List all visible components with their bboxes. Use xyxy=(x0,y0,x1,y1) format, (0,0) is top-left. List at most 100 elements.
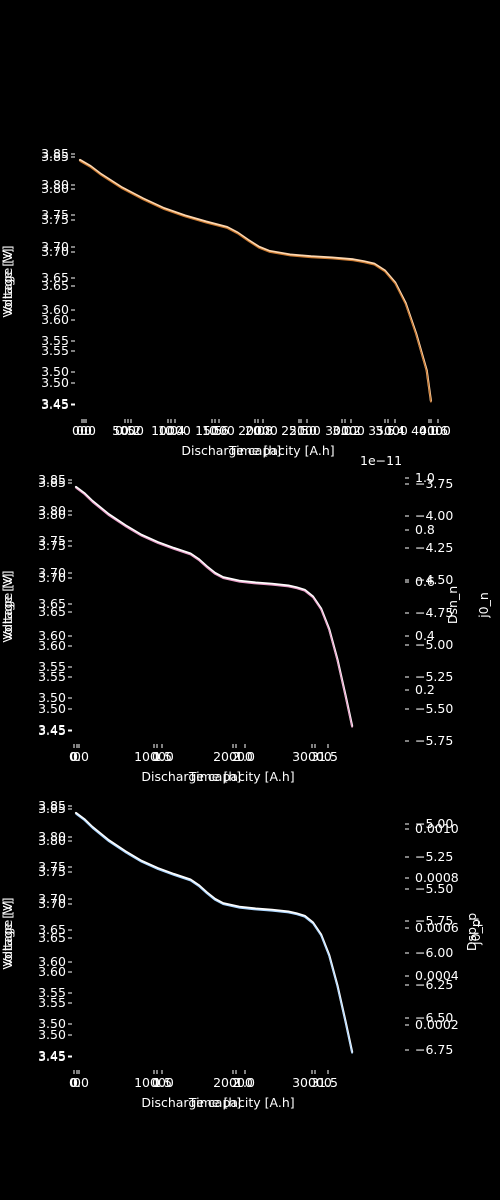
y-tick-label: 3.60 xyxy=(38,638,66,653)
series-line-panel-3-2 xyxy=(75,813,353,1054)
y-tick-label: 3.50 xyxy=(38,701,66,716)
right-y-tick-label: −5.00 xyxy=(415,637,453,652)
y-tick-label: 3.85 xyxy=(38,475,66,490)
panel-2-right-label-a: j0_n xyxy=(476,592,491,619)
panel-2-right-label-b: Dsn_n xyxy=(445,586,460,624)
y-tick-label: 3.70 xyxy=(38,570,66,585)
y-tick-label: 3.75 xyxy=(38,864,66,879)
right-y-tick-label: −3.75 xyxy=(415,476,453,491)
panel-2-ylabel-a: Voltage [V] xyxy=(0,570,15,639)
x-tick-label: 5000 xyxy=(112,423,144,438)
right-y-tick-label: −4.25 xyxy=(415,540,453,555)
y-tick-label: 3.45 xyxy=(38,1048,66,1063)
panel-3-ylabel-b: Voltage [V] xyxy=(0,900,15,969)
y-tick-label: 3.75 xyxy=(41,212,69,227)
x-tick-label: 1.0 xyxy=(297,423,317,438)
y-tick-label: 3.65 xyxy=(38,604,66,619)
y-tick-label: 3.60 xyxy=(38,628,66,643)
x-tick-label: 0.4 xyxy=(165,423,185,438)
x-tick-label: 10000 xyxy=(134,749,174,764)
y-tick-label: 3.80 xyxy=(38,503,66,518)
right-y-tick-label: −6.00 xyxy=(415,945,453,960)
y-tick-label: 3.45 xyxy=(38,722,66,737)
series-line-panel-2-1 xyxy=(74,485,354,728)
x-tick-label: 1.5 xyxy=(318,749,338,764)
right-y-tick-label: −5.50 xyxy=(415,701,453,716)
x-tick-label: 2.0 xyxy=(245,423,265,438)
x-tick-label: 1.5 xyxy=(318,1075,338,1090)
y-tick-label: 3.85 xyxy=(38,801,66,816)
right-y-tick-label: 0.0008 xyxy=(415,870,459,885)
x-tick-label: 30000 xyxy=(325,423,365,438)
x-tick-label: 30000 xyxy=(292,1075,332,1090)
panel-2-xlabel-b: Discharge capacity [A.h] xyxy=(141,769,294,784)
panel-1-ylabel-b: Voltage [V] xyxy=(0,248,15,317)
y-tick-label: 3.70 xyxy=(38,891,66,906)
x-tick-label: 1.4 xyxy=(385,423,405,438)
right-y-tick-label: −4.50 xyxy=(415,572,453,587)
y-tick-label: 3.80 xyxy=(38,833,66,848)
right-y-tick-label: −4.00 xyxy=(415,508,453,523)
x-tick-label: 0 xyxy=(80,423,88,438)
panel-3-ylabel-a: Voltage [V] xyxy=(0,897,15,966)
right-y-tick-label: 0.0006 xyxy=(415,920,459,935)
right-y-tick-label: 1.0 xyxy=(415,470,435,485)
x-tick-label: 3 xyxy=(311,749,319,764)
x-tick-label: 1.2 xyxy=(341,423,361,438)
y-tick-label: 3.55 xyxy=(38,985,66,1000)
right-y-tick-label: 0.0010 xyxy=(415,821,459,836)
panel-3-right-label-a: j0_p xyxy=(468,919,483,946)
y-tick-label: 3.45 xyxy=(41,396,69,411)
y-tick-label: 3.85 xyxy=(41,149,69,164)
x-tick-label: 15000 xyxy=(195,423,235,438)
panel-2-offset-text: 1e−11 xyxy=(360,453,402,468)
y-tick-label: 3.75 xyxy=(38,859,66,874)
y-tick-label: 3.80 xyxy=(41,181,69,196)
right-y-tick-label: −6.25 xyxy=(415,977,453,992)
y-tick-label: 3.55 xyxy=(41,333,69,348)
x-tick-label: 0.5 xyxy=(152,749,172,764)
right-y-tick-label: −6.50 xyxy=(415,1010,453,1025)
x-tick-label: 0.0 xyxy=(72,423,92,438)
x-tick-label: 20000 xyxy=(213,1075,253,1090)
panel-3-right-label-b: Dsp_p xyxy=(464,913,479,951)
right-y-tick-label: 0.0004 xyxy=(415,968,459,983)
text-layer: Time [h] Discharge capacity [A.h] Voltag… xyxy=(0,146,491,1110)
y-tick-label: 3.80 xyxy=(38,507,66,522)
y-tick-label: 3.60 xyxy=(38,954,66,969)
x-tick-label: 0 xyxy=(73,749,81,764)
right-y-tick-label: 0.8 xyxy=(415,522,435,537)
x-tick-label: 10000 xyxy=(151,423,191,438)
y-tick-label: 3.75 xyxy=(41,207,69,222)
x-tick-label: 1.6 xyxy=(428,423,448,438)
panel-1-ylabel-a: Voltage [V] xyxy=(0,245,15,314)
x-tick-label: 0.6 xyxy=(209,423,229,438)
x-tick-label: 20000 xyxy=(213,749,253,764)
y-tick-label: 3.70 xyxy=(38,565,66,580)
x-tick-label: 0.0 xyxy=(69,749,89,764)
x-tick-label: 2.5 xyxy=(289,423,309,438)
y-tick-label: 3.50 xyxy=(41,375,69,390)
x-tick-label: 0.0 xyxy=(76,423,96,438)
panel-3-xlabel-a: Time [h] xyxy=(188,1095,241,1110)
y-tick-label: 3.70 xyxy=(41,239,69,254)
y-tick-label: 3.45 xyxy=(41,397,69,412)
right-y-tick-label: 0.0002 xyxy=(415,1017,459,1032)
series-lines-layer xyxy=(74,158,432,1054)
panel-2-ylabel-b: Voltage [V] xyxy=(0,573,15,642)
panel-3-xlabel-b: Discharge capacity [A.h] xyxy=(141,1095,294,1110)
x-tick-label: 30000 xyxy=(292,749,332,764)
y-tick-label: 3.65 xyxy=(41,270,69,285)
x-tick-label: 20000 xyxy=(238,423,278,438)
x-tick-label: 3.0 xyxy=(332,423,352,438)
y-tick-label: 3.45 xyxy=(38,723,66,738)
y-tick-label: 3.60 xyxy=(41,312,69,327)
y-tick-label: 3.75 xyxy=(38,538,66,553)
x-tick-label: 1.0 xyxy=(158,423,178,438)
right-y-tick-label: 0.2 xyxy=(415,682,435,697)
x-tick-label: 1.0 xyxy=(235,749,255,764)
axis-ticks-layer xyxy=(68,153,439,1074)
right-y-tick-label: −5.75 xyxy=(415,733,453,748)
series-line-panel-1-2 xyxy=(79,160,432,403)
